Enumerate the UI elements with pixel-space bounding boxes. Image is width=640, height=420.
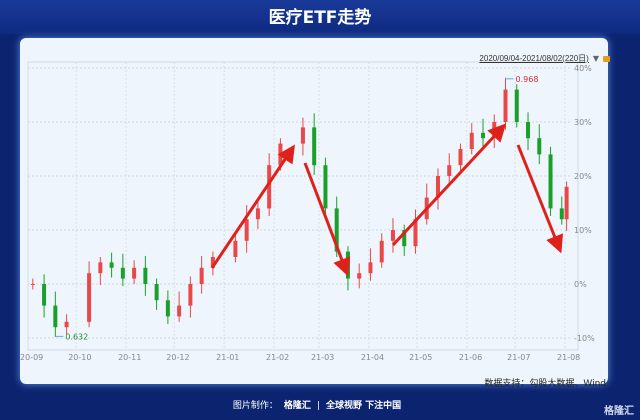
candle-body [53, 305, 58, 328]
date-range-selector[interactable]: 2020/09/04-2021/08/02(220日) [479, 54, 589, 63]
candle-body [564, 186, 569, 220]
candle-body [210, 257, 215, 268]
y-tick-label: 30% [574, 118, 592, 127]
candle-body [165, 300, 170, 317]
candle-body [154, 284, 159, 301]
dropdown-triangle-icon[interactable]: ▼ [592, 54, 599, 63]
range-bar: 2020/09/04-2021/08/02(220日) ▼ [479, 53, 610, 64]
candle-body [312, 127, 317, 166]
candle-body [87, 273, 92, 322]
x-tick-label: 21-08 [557, 353, 580, 362]
x-tick-label: 21-01 [216, 353, 239, 362]
x-tick-label: 21-03 [311, 353, 334, 362]
candle-body [548, 154, 553, 209]
candle-body [481, 132, 486, 139]
annotation-label: 0.968 [516, 75, 539, 84]
brand-logo: 格隆汇 [283, 401, 311, 411]
candle-body [98, 262, 103, 274]
y-tick-label: 0% [574, 280, 587, 289]
chart-title: 医疗ETF走势 [0, 0, 640, 34]
candle-body [188, 284, 193, 306]
x-tick-label: 21-05 [409, 353, 432, 362]
candle-body [435, 176, 440, 198]
y-tick-label: 10% [574, 226, 592, 235]
candle-body [177, 305, 182, 317]
candle-body [559, 208, 564, 220]
candle-body [199, 267, 204, 284]
candle-body [244, 219, 249, 241]
candle-body [30, 284, 35, 285]
candle-body [526, 122, 531, 139]
candle-body [64, 321, 69, 328]
candle-body [379, 240, 384, 263]
candle-body [132, 267, 137, 279]
candle-body [458, 149, 463, 166]
trend-arrow [516, 144, 564, 254]
candle-body [413, 219, 418, 247]
candle-body [267, 165, 272, 209]
candle-body [120, 267, 125, 279]
y-tick-label: 40% [574, 64, 592, 73]
lock-icon[interactable] [603, 55, 610, 62]
made-by-label: 图片制作： [232, 401, 278, 411]
corner-logo: 格隆汇 [604, 406, 634, 417]
x-tick-label: 21-07 [507, 353, 530, 362]
candle-body [469, 132, 474, 149]
data-source: 数据支持：勾股大数据、Wind [484, 379, 606, 389]
candle-body [402, 230, 407, 247]
x-tick-label: 20-11 [118, 353, 141, 362]
annotation-label: 0.632 [65, 332, 88, 341]
candle-body [447, 165, 452, 176]
candle-body [109, 262, 114, 268]
x-tick-label: 20-10 [68, 353, 91, 362]
y-tick-label: 20% [574, 172, 592, 181]
candle-body [323, 165, 328, 209]
candle-body [143, 267, 148, 284]
trend-arrow [210, 144, 296, 269]
candle-body [300, 127, 305, 144]
candle-body [233, 240, 238, 257]
candle-body [368, 262, 373, 274]
x-tick-label: 21-02 [266, 353, 289, 362]
x-tick-label: 21-06 [459, 353, 482, 362]
candle-body [390, 230, 395, 241]
candle-body [345, 251, 350, 279]
slogan: 全球视野 下注中国 [325, 401, 402, 411]
plot-area [27, 61, 579, 351]
candle-body [503, 89, 508, 122]
footer: 图片制作： 格隆汇 | 全球视野 下注中国 [232, 401, 402, 411]
candle-body [42, 284, 47, 306]
chart-card [20, 38, 608, 384]
candle-body [514, 89, 519, 122]
x-tick-label: 21-04 [361, 353, 384, 362]
x-tick-label: 20-12 [166, 353, 189, 362]
trend-arrow [391, 123, 507, 247]
trend-arrow [303, 162, 351, 277]
y-tick-label: -10% [574, 334, 595, 343]
candle-body [334, 208, 339, 252]
candle-body [357, 273, 362, 279]
candle-body [537, 138, 542, 155]
x-tick-label: 20-09 [20, 353, 43, 362]
candle-body [255, 208, 260, 220]
